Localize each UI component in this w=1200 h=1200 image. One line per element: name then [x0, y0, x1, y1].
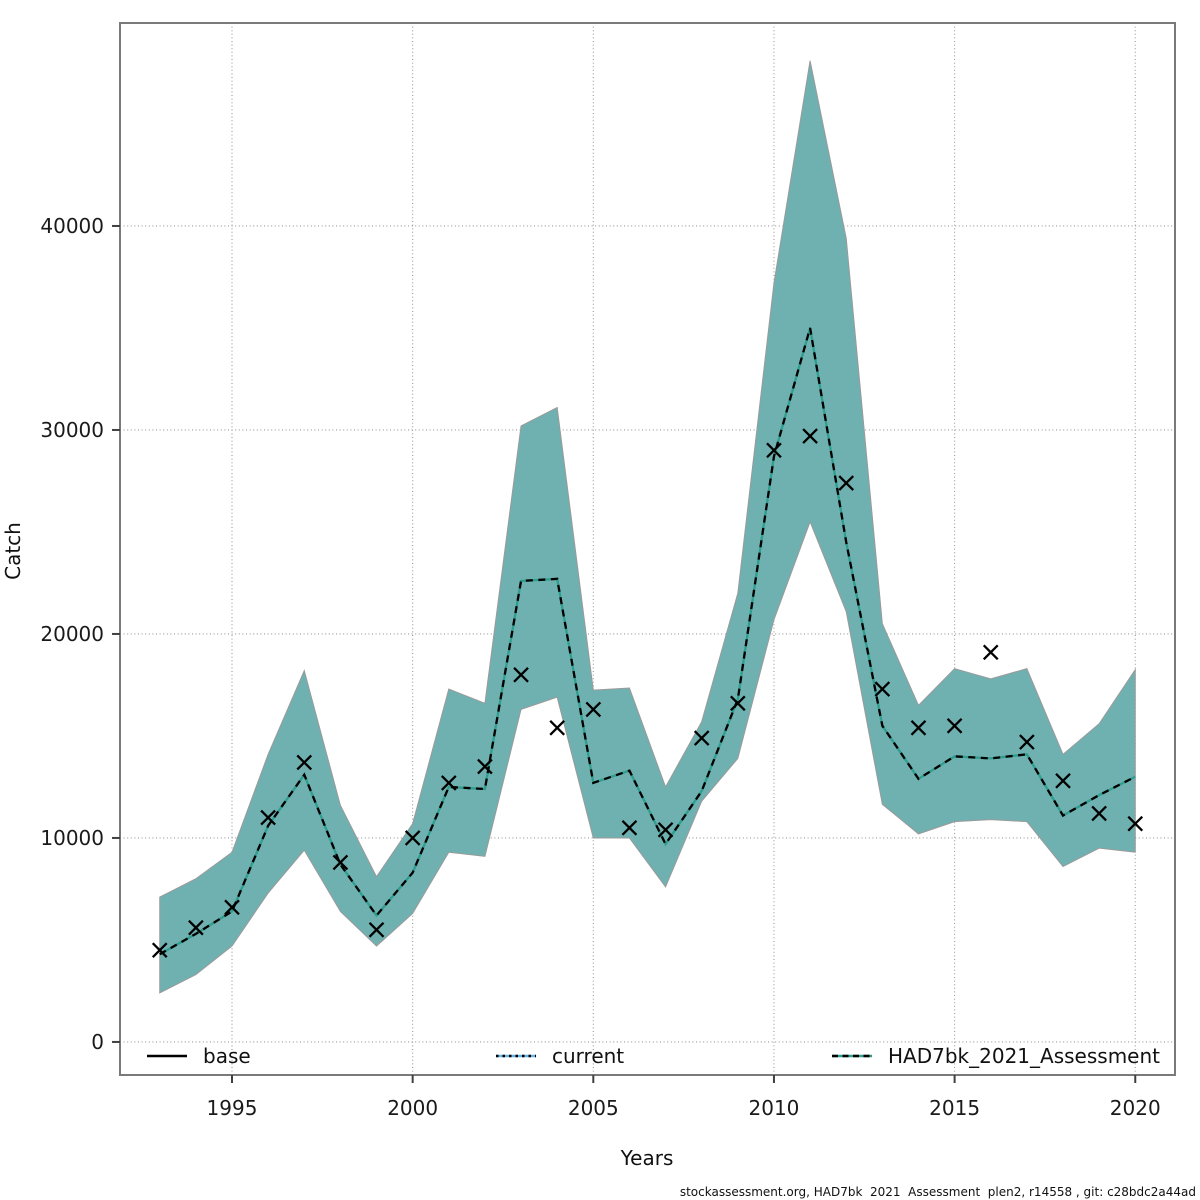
observed-catch-marker — [946, 717, 963, 734]
observed-catch-marker — [1055, 773, 1071, 789]
legend-key-dashed-line — [832, 1054, 872, 1058]
x-tick-label: 2005 — [568, 1096, 619, 1120]
confidence-band — [159, 60, 1136, 994]
observed-catch-marker — [838, 475, 855, 491]
observed-catch-marker — [296, 754, 313, 771]
observed-catch-marker — [693, 730, 710, 746]
y-tick-label: 30000 — [40, 418, 104, 442]
observed-catch-marker — [151, 942, 168, 958]
legend-key-solid-line — [147, 1054, 187, 1058]
observed-catch-marker — [1019, 734, 1035, 750]
observed-catch-marker — [513, 666, 529, 683]
observed-catch-marker — [332, 854, 349, 871]
legend-entry-base: base — [145, 1044, 251, 1068]
observed-catch-marker — [260, 809, 276, 826]
observed-catch-marker — [585, 701, 602, 718]
y-tick-label: 40000 — [40, 214, 104, 238]
observed-catch-marker — [766, 442, 782, 459]
assessment-line-dashed — [159, 327, 1136, 956]
plot-border — [119, 22, 1176, 1076]
legend-entry-current: current — [494, 1044, 625, 1068]
observed-catch-marker — [657, 821, 674, 838]
footer-attribution: stockassessment.org, HAD7bk 2021 Assessm… — [679, 1185, 1196, 1199]
x-tick-label: 2010 — [749, 1096, 800, 1120]
observed-catch-marker — [368, 921, 385, 938]
y-axis-title: Catch — [1, 522, 25, 580]
observed-catch-marker — [440, 775, 457, 791]
legend-label-base: base — [203, 1044, 251, 1068]
observed-catch-marker — [1091, 805, 1107, 822]
x-tick-label: 2020 — [1110, 1096, 1161, 1120]
legend-key-dotted-line — [496, 1054, 536, 1058]
legend-label-current: current — [552, 1044, 625, 1068]
observed-catch-marker — [982, 644, 999, 661]
observed-catch-marker — [549, 719, 565, 736]
legend-label-assessment: HAD7bk_2021_Assessment — [888, 1044, 1160, 1068]
observed-catch-marker — [477, 758, 493, 775]
x-axis-title: Years — [620, 1146, 674, 1170]
y-tick-label: 0 — [91, 1030, 104, 1054]
y-tick-label: 20000 — [40, 622, 104, 646]
observed-catch-marker — [874, 681, 891, 697]
y-tick-label: 10000 — [40, 826, 104, 850]
x-tick-label: 1995 — [207, 1096, 258, 1120]
observed-catch-marker — [1127, 815, 1144, 832]
observed-catch-marker — [910, 719, 927, 736]
x-tick-label: 2015 — [929, 1096, 980, 1120]
observed-catch-marker — [802, 428, 818, 444]
legend-entry-assessment: HAD7bk_2021_Assessment — [830, 1044, 1160, 1068]
observed-catch-marker — [621, 819, 638, 836]
x-tick-label: 2000 — [387, 1096, 438, 1120]
observed-catch-marker — [404, 830, 421, 846]
observed-catch-marker — [188, 919, 204, 936]
observed-catch-marker — [224, 899, 240, 916]
observed-catch-marker — [730, 695, 746, 712]
